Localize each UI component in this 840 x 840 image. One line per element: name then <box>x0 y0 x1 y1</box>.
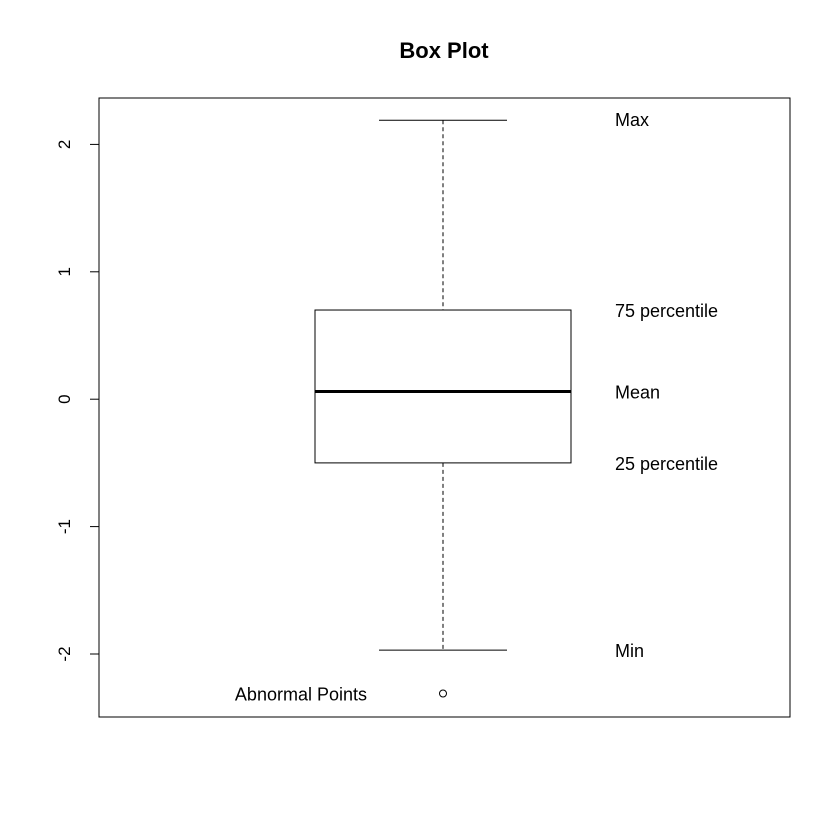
y-tick-label: 0 <box>55 394 74 403</box>
y-tick-label: 1 <box>55 267 74 276</box>
interquartile-box <box>314 309 572 464</box>
y-tick-label: 2 <box>55 140 74 149</box>
annotation-q3: 75 percentile <box>615 301 718 321</box>
chart-title: Box Plot <box>399 38 489 63</box>
box-layer <box>314 119 572 698</box>
annotation-min: Min <box>615 641 644 661</box>
annotation-layer: Max 75 percentile Mean 25 percentile Min Abno… <box>235 110 718 704</box>
y-tick-label: -2 <box>55 646 74 661</box>
annotation-outliers: Abnormal Points <box>235 684 367 704</box>
annotation-median: Mean <box>615 383 660 403</box>
y-tick-label: -1 <box>55 519 74 534</box>
outlier-point <box>439 689 447 698</box>
y-axis: -2 -1 0 1 2 <box>55 140 100 662</box>
annotation-max: Max <box>615 110 649 130</box>
annotation-q1: 25 percentile <box>615 454 718 474</box>
